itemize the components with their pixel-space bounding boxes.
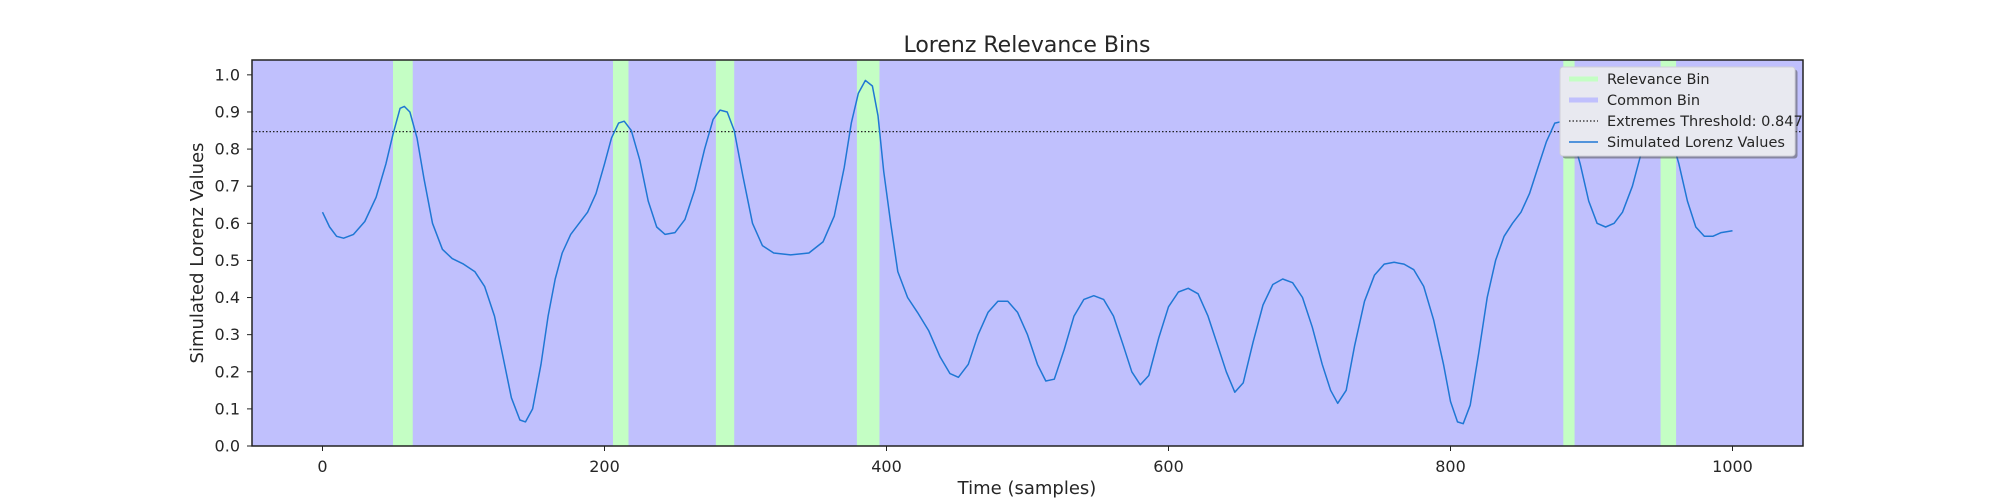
legend-box <box>1559 66 1796 157</box>
x-tick-label: 0 <box>317 457 327 476</box>
relevance-bin-4 <box>1563 60 1575 446</box>
x-tick-label: 400 <box>871 457 902 476</box>
common-bin-background <box>252 60 1803 446</box>
x-axis: 0 200 400 600 800 1000 <box>317 446 1753 476</box>
x-tick-label: 1000 <box>1712 457 1753 476</box>
relevance-bin-1 <box>612 60 629 446</box>
legend-label-line: Simulated Lorenz Values <box>1607 135 1785 151</box>
y-tick-label: 0.8 <box>215 140 240 159</box>
legend-label-common-bin: Common Bin <box>1607 93 1700 109</box>
legend: Relevance Bin Common Bin Extremes Threshol… <box>1559 66 1803 159</box>
y-tick-label: 0.0 <box>215 437 240 456</box>
y-tick-label: 0.3 <box>215 325 240 344</box>
relevance-bin-2 <box>715 60 735 446</box>
plot-frame <box>251 59 1804 447</box>
y-tick-label: 0.1 <box>215 399 240 418</box>
relevance-bin-0 <box>393 60 413 446</box>
y-tick-label: 1.0 <box>215 65 240 84</box>
y-axis-title: Simulated Lorenz Values <box>187 143 208 364</box>
legend-label-threshold: Extremes Threshold: 0.847 <box>1607 114 1803 130</box>
y-tick-label: 0.6 <box>215 214 240 233</box>
y-tick-label: 0.4 <box>215 288 240 307</box>
x-axis-title: Time (samples) <box>957 478 1097 499</box>
y-tick-label: 0.2 <box>215 362 240 381</box>
x-tick-label: 800 <box>1435 457 1466 476</box>
x-tick-label: 200 <box>589 457 620 476</box>
relevance-bin-3 <box>856 60 880 446</box>
plot-area <box>251 59 1804 447</box>
y-axis: 0.0 0.1 0.2 0.3 0.4 0.5 0.6 0.7 0.8 0.9 1.0 <box>215 65 252 456</box>
chart-title: Lorenz Relevance Bins <box>903 33 1150 58</box>
y-tick-label: 0.7 <box>215 177 240 196</box>
legend-label-relevance-bin: Relevance Bin <box>1607 72 1710 88</box>
y-tick-label: 0.5 <box>215 251 240 270</box>
x-tick-label: 600 <box>1153 457 1184 476</box>
y-tick-label: 0.9 <box>215 102 240 121</box>
series-line-0 <box>321 79 1733 425</box>
